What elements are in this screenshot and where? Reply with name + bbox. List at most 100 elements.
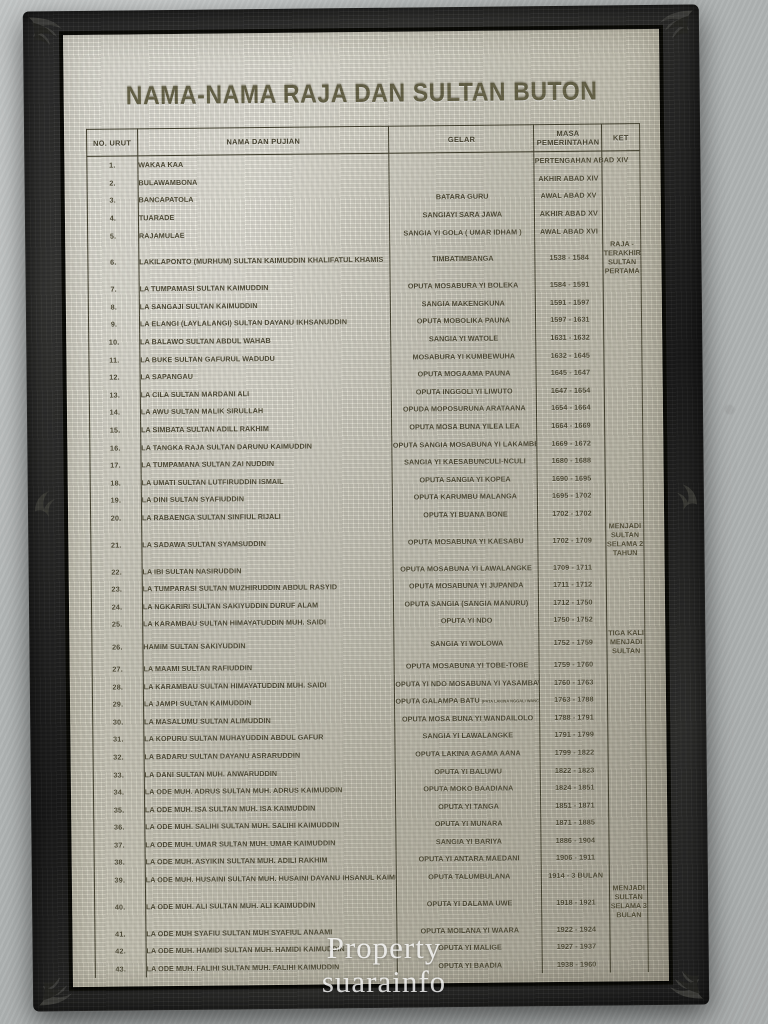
cell-gelar: OPUTA MOSA BUNA YI WANDAILOLO (395, 708, 541, 728)
cell-masa-pemerintahan: 1591 - 1597 (535, 293, 604, 312)
cell-masa-pemerintahan: 1938 - 1960 (542, 955, 611, 974)
cell-no-urut: 24. (91, 597, 143, 616)
cell-no-urut: 33. (93, 765, 145, 784)
cell-no-urut: 2. (86, 173, 139, 193)
cell-keterangan: RAJA - TERAKHIR SULTAN PERTAMA (603, 239, 642, 276)
cell-no-urut: 31. (92, 730, 144, 749)
cell-gelar: OPUTA YI NDO (394, 611, 540, 631)
cell-masa-pemerintahan: PERTENGAHAN ABAD XIV (534, 151, 628, 170)
cell-gelar: SANGIA YI WOLOWA (394, 628, 540, 658)
cell-no-urut: 32. (93, 747, 145, 767)
cell-keterangan (604, 363, 643, 382)
cell-no-urut: 41. (94, 924, 146, 943)
cell-keterangan (609, 865, 648, 884)
cell-gelar: OPUTA YI BAADIA (397, 955, 543, 975)
cell-no-urut: 39. (94, 871, 146, 890)
cell-keterangan (604, 415, 643, 434)
cell-keterangan (606, 574, 645, 593)
cell-no-urut: 1. (86, 155, 138, 175)
cell-no-urut: 13. (89, 385, 141, 405)
cell-gelar: OPUTA KARUMBU MALANGA (392, 487, 538, 507)
cell-keterangan (604, 398, 643, 417)
cell-gelar: SANGIA YI GOLA ( UMAR IDHAM ) (390, 222, 536, 242)
cell-gelar: OPUTA LAKINA AGAMA AANA (395, 743, 541, 763)
cell-masa-pemerintahan: AWAL ABAD XV (534, 186, 603, 205)
cell-keterangan (605, 486, 644, 505)
cell-no-urut: 37. (93, 835, 145, 855)
cell-gelar: OPUTA YI MALIGE (397, 938, 543, 958)
cell-gelar: TIMBATIMBANGA (390, 240, 536, 278)
cell-no-urut: 43. (95, 959, 147, 979)
cell-masa-pemerintahan: 1645 - 1647 (536, 363, 605, 382)
cell-gelar: OPUTA MOSABUNA YI KAESABU (393, 522, 539, 560)
cell-keterangan (606, 557, 645, 576)
cell-keterangan (606, 592, 645, 611)
cell-masa-pemerintahan: 1690 - 1695 (537, 468, 606, 488)
cell-masa-pemerintahan: 1632 - 1645 (536, 345, 605, 365)
cell-masa-pemerintahan: 1631 - 1632 (535, 328, 605, 347)
cell-masa-pemerintahan: AKHIR ABAD XV (534, 204, 603, 223)
cell-gelar: SANGIA YI LAWALANGKE (395, 726, 541, 746)
cell-masa-pemerintahan: 1584 - 1591 (535, 275, 604, 294)
cell-keterangan (608, 795, 647, 814)
cell-gelar: SANGIAYI SARA JAWA (389, 204, 535, 225)
cell-masa-pemerintahan: 1871 - 1885 (541, 813, 610, 832)
cell-keterangan (602, 168, 641, 187)
cell-gelar: OPUTA MOSABUNA YI LAWALANGKE (393, 558, 539, 578)
cell-nama-dan-pujian: LA SADAWA SULTAN SYAMSUDDIN (141, 523, 394, 563)
cell-nama-dan-pujian: LA ODE MUH. ALI SULTAN MUH. ALI KAIMUDDI… (145, 886, 398, 925)
cell-masa-pemerintahan: 1763 - 1788 (539, 690, 608, 709)
cell-gelar: SANGIA YI KAESABUNCULI-NCULI (392, 452, 538, 472)
cell-masa-pemerintahan: 1886 - 1904 (541, 831, 610, 850)
cell-gelar: OPUTA MOGAAMA PAUNA (391, 364, 537, 384)
cell-masa-pemerintahan: 1927 - 1937 (542, 937, 611, 956)
cell-gelar: OPUTA MOSABURA YI BOLEKA (390, 276, 536, 296)
cell-gelar: OPUTA GALAMPA BATU (PATA LAKINA NGGALI W… (394, 691, 540, 711)
corner-scroll-ornament-icon (650, 8, 696, 54)
cell-masa-pemerintahan: AWAL ABAD XVI (534, 221, 604, 241)
cell-keterangan (609, 830, 648, 849)
cell-no-urut: 34. (93, 783, 145, 802)
cell-no-urut: 4. (87, 209, 139, 228)
cell-keterangan (607, 707, 646, 726)
cell-no-urut: 35. (93, 800, 145, 819)
cell-no-urut: 38. (94, 853, 146, 872)
table-row: 40. LA ODE MUH. ALI SULTAN MUH. ALI KAIMU… (94, 883, 648, 926)
cell-no-urut: 17. (89, 456, 142, 475)
cell-masa-pemerintahan: 1709 - 1711 (538, 557, 607, 577)
cell-masa-pemerintahan: 1760 - 1763 (539, 672, 608, 692)
column-header-ket: KET (601, 123, 640, 152)
cell-nama-dan-pujian: HAMIM SULTAN SAKIYUDDIN (142, 630, 395, 661)
cell-keterangan (607, 672, 646, 691)
cell-masa-pemerintahan: 1788 - 1791 (539, 707, 609, 727)
cell-no-urut: 29. (92, 695, 144, 714)
cell-gelar: BATARA GURU (389, 187, 535, 207)
cell-gelar: OPUTA YI DALAMA UWE (396, 884, 543, 923)
cell-no-urut: 18. (90, 473, 142, 492)
corner-scroll-ornament-icon (36, 962, 82, 1008)
cell-no-urut: 19. (90, 491, 142, 510)
cell-masa-pemerintahan: 1822 - 1823 (540, 760, 609, 779)
cell-keterangan (603, 292, 642, 311)
cell-nama-dan-pujian: LAKILAPONTO (MURHUM) SULTAN KAIMUDDIN KH… (138, 241, 391, 281)
cell-keterangan (605, 503, 644, 522)
cell-masa-pemerintahan: AKHIR ABAD XIV (534, 169, 603, 188)
cell-masa-pemerintahan: 1791 - 1799 (540, 725, 609, 744)
cell-no-urut: 12. (89, 368, 141, 387)
cell-gelar: OPUTA SANGIA YI KOPEA (392, 469, 538, 489)
cell-keterangan (608, 742, 647, 761)
cell-no-urut: 5. (87, 226, 139, 245)
cell-masa-pemerintahan: 1702 - 1709 (538, 521, 607, 559)
cell-keterangan (604, 345, 642, 364)
cell-gelar: MOSABURA YI KUMBEWUHA (391, 346, 537, 366)
column-header-masa: MASA PEMERINTAHAN (533, 124, 603, 152)
cell-gelar: OPUTA YI ANTARA MAEDANI (396, 849, 542, 869)
carved-wooden-frame: NAMA-NAMA RAJA DAN SULTAN BUTON NO. URUT… (22, 4, 710, 1012)
cell-no-urut: 7. (88, 280, 140, 299)
cell-keterangan (605, 468, 644, 487)
cell-no-urut: 21. (90, 526, 142, 564)
cell-masa-pemerintahan: 1669 - 1672 (537, 433, 606, 453)
cell-masa-pemerintahan: 1918 - 1921 (541, 883, 611, 921)
cell-gelar: OPUTA MOSABUNA YI TOBE-TOBE (394, 655, 540, 675)
cell-gelar: OPUTA YI MUNARA (396, 814, 542, 834)
